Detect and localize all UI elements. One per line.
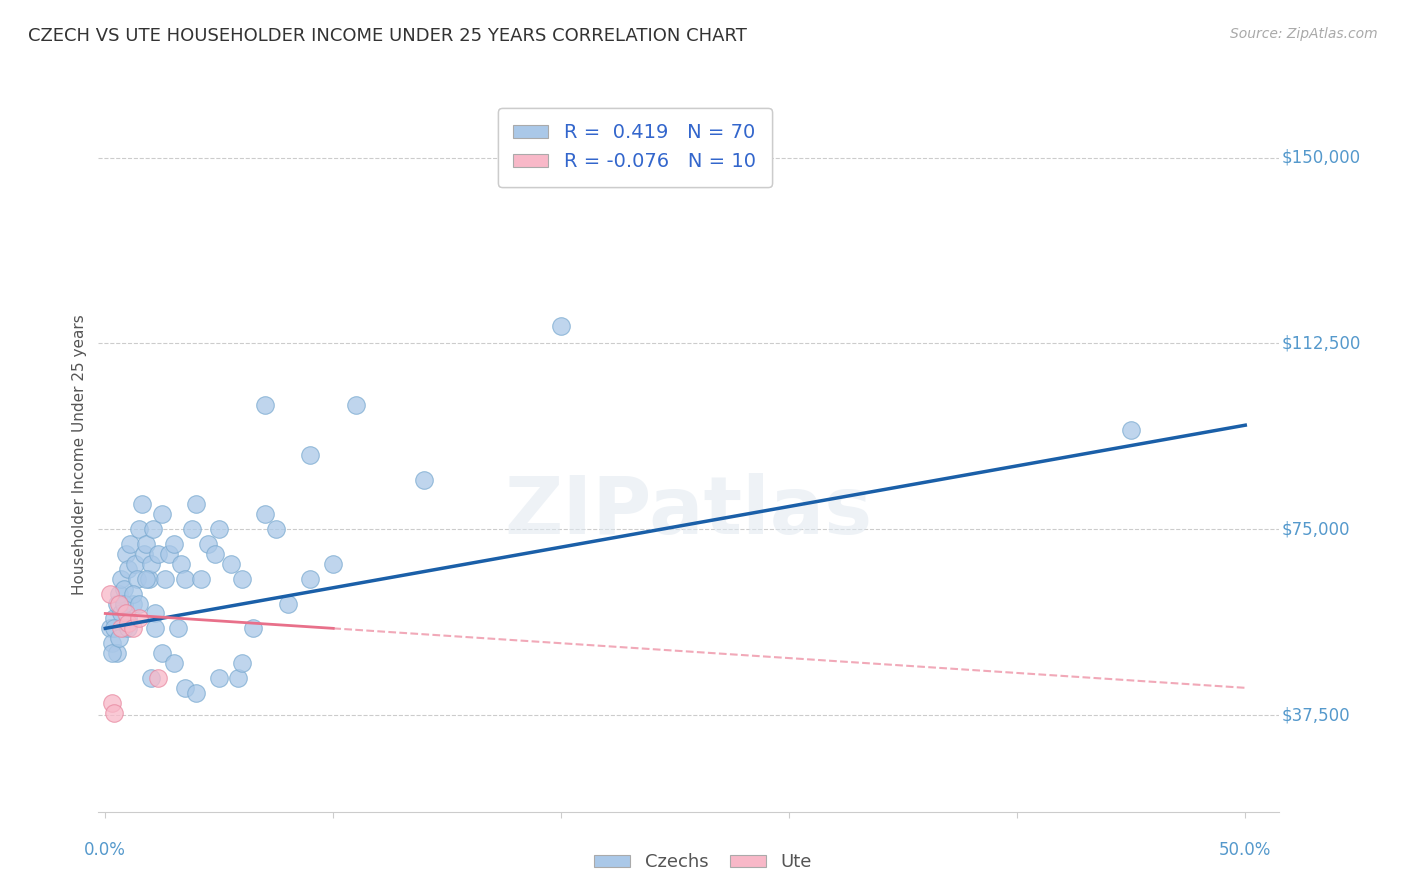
Point (135, 537, 157, 551)
Point (208, 522, 231, 536)
Text: $37,500: $37,500 (1282, 706, 1350, 724)
Point (132, 547, 155, 561)
Point (231, 572, 253, 586)
Point (157, 547, 180, 561)
Point (131, 498, 153, 512)
Point (186, 498, 208, 512)
Point (101, 696, 124, 710)
Legend: R =  0.419   N = 70, R = -0.076   N = 10: R = 0.419 N = 70, R = -0.076 N = 10 (498, 108, 772, 186)
Point (110, 621, 132, 635)
Point (264, 522, 287, 536)
Point (344, 398, 367, 412)
Point (219, 557, 242, 571)
Point (190, 572, 212, 586)
Point (112, 582, 135, 596)
Point (208, 671, 231, 685)
Point (231, 656, 253, 670)
Point (1121, 423, 1143, 437)
Point (299, 448, 322, 462)
Point (108, 587, 131, 601)
Point (180, 522, 202, 536)
Point (128, 522, 150, 536)
Point (163, 656, 186, 670)
Point (103, 611, 125, 625)
Point (145, 621, 167, 635)
Point (121, 621, 143, 635)
Point (103, 706, 125, 720)
Point (146, 671, 169, 685)
Text: Source: ZipAtlas.com: Source: ZipAtlas.com (1230, 27, 1378, 41)
Point (108, 632, 131, 646)
Point (117, 562, 139, 576)
Point (112, 597, 135, 611)
Point (110, 607, 132, 621)
Y-axis label: Householder Income Under 25 years: Householder Income Under 25 years (72, 315, 87, 595)
Point (153, 572, 176, 586)
Point (163, 537, 186, 551)
Point (204, 547, 226, 561)
Point (253, 398, 276, 412)
Text: $150,000: $150,000 (1282, 149, 1361, 167)
Point (253, 508, 276, 522)
Text: 0.0%: 0.0% (84, 841, 127, 860)
Text: $112,500: $112,500 (1282, 334, 1361, 352)
Point (108, 597, 131, 611)
Point (135, 572, 157, 586)
Point (103, 621, 125, 635)
Point (322, 557, 344, 571)
Point (150, 646, 173, 660)
Point (226, 671, 249, 685)
Point (128, 597, 150, 611)
Point (186, 686, 208, 700)
Point (169, 557, 191, 571)
Point (120, 537, 142, 551)
Point (105, 646, 128, 660)
Point (127, 572, 149, 586)
Point (121, 597, 143, 611)
Point (112, 621, 135, 635)
Point (114, 607, 136, 621)
Point (413, 473, 436, 487)
Point (550, 319, 572, 334)
Point (105, 597, 128, 611)
Point (277, 597, 299, 611)
Text: $75,000: $75,000 (1282, 520, 1350, 538)
Point (174, 681, 197, 695)
Text: 50.0%: 50.0% (1219, 841, 1271, 860)
Point (98, 621, 121, 635)
Point (117, 611, 139, 625)
Point (110, 572, 132, 586)
Point (114, 547, 136, 561)
Point (121, 587, 143, 601)
Text: ZIPatlas: ZIPatlas (505, 473, 873, 551)
Legend: Czechs, Ute: Czechs, Ute (586, 847, 820, 879)
Point (139, 557, 162, 571)
Point (242, 621, 264, 635)
Text: CZECH VS UTE HOUSEHOLDER INCOME UNDER 25 YEARS CORRELATION CHART: CZECH VS UTE HOUSEHOLDER INCOME UNDER 25… (28, 27, 747, 45)
Point (98, 587, 121, 601)
Point (101, 646, 124, 660)
Point (101, 636, 124, 650)
Point (117, 621, 139, 635)
Point (128, 611, 150, 625)
Point (146, 547, 169, 561)
Point (139, 671, 162, 685)
Point (167, 621, 190, 635)
Point (117, 616, 139, 631)
Point (174, 572, 197, 586)
Point (124, 557, 146, 571)
Point (145, 607, 167, 621)
Point (142, 522, 165, 536)
Point (150, 508, 173, 522)
Point (197, 537, 219, 551)
Point (138, 572, 160, 586)
Point (299, 572, 322, 586)
